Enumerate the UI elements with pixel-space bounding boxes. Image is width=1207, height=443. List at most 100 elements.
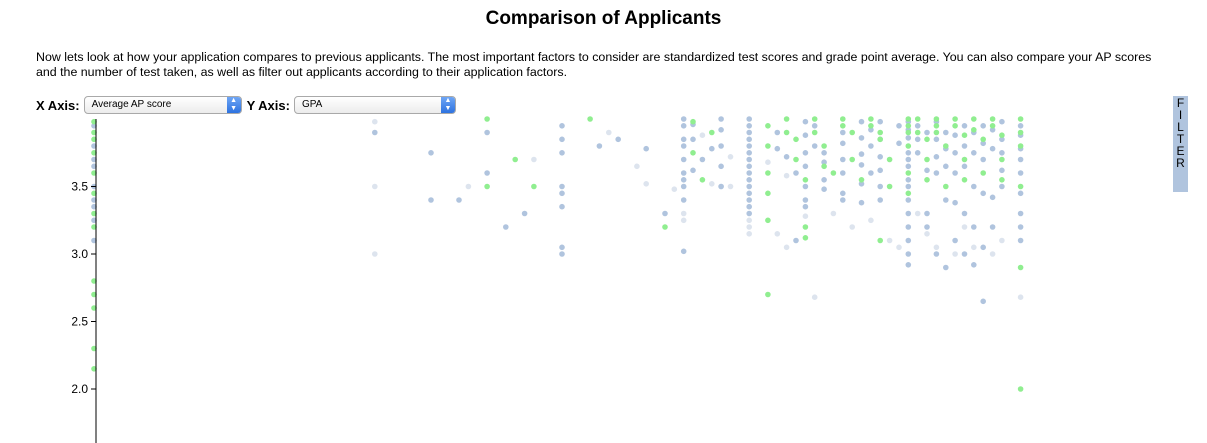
applicant-point-accepted[interactable] bbox=[905, 123, 912, 129]
applicant-point-accepted[interactable] bbox=[980, 136, 986, 143]
applicant-point-accepted[interactable] bbox=[933, 123, 940, 129]
applicant-point-rejected[interactable] bbox=[802, 163, 809, 170]
applicant-point-accepted[interactable] bbox=[91, 129, 97, 136]
applicant-point-faint[interactable] bbox=[971, 244, 977, 251]
applicant-point-rejected[interactable] bbox=[559, 150, 565, 156]
applicant-point-faint[interactable] bbox=[372, 183, 378, 190]
applicant-point-rejected[interactable] bbox=[840, 140, 846, 147]
applicant-point-accepted[interactable] bbox=[989, 116, 996, 122]
applicant-point-rejected[interactable] bbox=[91, 156, 97, 163]
applicant-point-rejected[interactable] bbox=[821, 186, 827, 192]
applicant-point-accepted[interactable] bbox=[793, 156, 799, 163]
applicant-point-rejected[interactable] bbox=[802, 183, 809, 190]
applicant-point-rejected[interactable] bbox=[746, 123, 752, 129]
filter-tab[interactable]: F I L T E R bbox=[1173, 96, 1188, 192]
applicant-point-rejected[interactable] bbox=[802, 203, 809, 210]
applicant-point-rejected[interactable] bbox=[690, 167, 696, 174]
applicant-point-rejected[interactable] bbox=[877, 183, 883, 190]
applicant-point-accepted[interactable] bbox=[811, 129, 818, 136]
applicant-point-rejected[interactable] bbox=[971, 150, 977, 156]
applicant-point-rejected[interactable] bbox=[999, 150, 1005, 156]
applicant-point-accepted[interactable] bbox=[821, 143, 827, 149]
y-axis-select[interactable]: GPA ▲ ▼ bbox=[293, 96, 456, 114]
applicant-point-rejected[interactable] bbox=[559, 244, 565, 251]
applicant-point-accepted[interactable] bbox=[914, 116, 921, 122]
applicant-point-rejected[interactable] bbox=[746, 156, 752, 163]
applicant-point-accepted[interactable] bbox=[91, 305, 97, 311]
applicant-point-accepted[interactable] bbox=[952, 116, 958, 122]
applicant-point-accepted[interactable] bbox=[484, 183, 490, 190]
applicant-point-rejected[interactable] bbox=[746, 197, 752, 203]
applicant-point-accepted[interactable] bbox=[999, 132, 1005, 138]
applicant-point-rejected[interactable] bbox=[91, 197, 97, 203]
applicant-point-rejected[interactable] bbox=[821, 177, 827, 183]
applicant-point-faint[interactable] bbox=[746, 231, 752, 237]
applicant-point-accepted[interactable] bbox=[989, 123, 996, 129]
applicant-point-accepted[interactable] bbox=[91, 224, 97, 230]
applicant-point-rejected[interactable] bbox=[971, 183, 977, 190]
applicant-point-rejected[interactable] bbox=[662, 210, 668, 217]
applicant-point-rejected[interactable] bbox=[746, 203, 752, 210]
applicant-point-rejected[interactable] bbox=[821, 150, 827, 156]
applicant-point-rejected[interactable] bbox=[868, 170, 874, 176]
applicant-point-accepted[interactable] bbox=[840, 123, 846, 129]
applicant-point-rejected[interactable] bbox=[877, 167, 883, 174]
applicant-point-accepted[interactable] bbox=[91, 345, 97, 352]
applicant-point-accepted[interactable] bbox=[690, 150, 696, 156]
applicant-point-accepted[interactable] bbox=[905, 170, 912, 176]
applicant-point-accepted[interactable] bbox=[1017, 183, 1024, 190]
applicant-point-rejected[interactable] bbox=[643, 145, 649, 152]
applicant-point-accepted[interactable] bbox=[971, 116, 977, 122]
applicant-point-accepted[interactable] bbox=[690, 118, 696, 125]
applicant-point-rejected[interactable] bbox=[943, 197, 949, 203]
applicant-point-faint[interactable] bbox=[727, 183, 734, 190]
applicant-point-faint[interactable] bbox=[933, 244, 940, 251]
applicant-point-rejected[interactable] bbox=[980, 298, 986, 305]
applicant-point-rejected[interactable] bbox=[961, 143, 968, 149]
applicant-point-rejected[interactable] bbox=[680, 170, 687, 176]
applicant-point-accepted[interactable] bbox=[765, 123, 771, 129]
applicant-point-accepted[interactable] bbox=[905, 190, 912, 197]
applicant-point-accepted[interactable] bbox=[849, 129, 855, 136]
applicant-point-faint[interactable] bbox=[643, 181, 649, 187]
applicant-point-accepted[interactable] bbox=[830, 170, 837, 176]
applicant-point-accepted[interactable] bbox=[1017, 129, 1024, 136]
applicant-point-faint[interactable] bbox=[606, 129, 612, 136]
applicant-point-rejected[interactable] bbox=[961, 163, 968, 170]
applicant-point-accepted[interactable] bbox=[961, 177, 968, 183]
applicant-point-accepted[interactable] bbox=[802, 235, 809, 241]
applicant-point-faint[interactable] bbox=[952, 251, 958, 257]
applicant-point-rejected[interactable] bbox=[802, 118, 809, 125]
applicant-point-rejected[interactable] bbox=[868, 127, 874, 133]
applicant-point-accepted[interactable] bbox=[793, 136, 799, 143]
applicant-point-rejected[interactable] bbox=[905, 177, 912, 183]
applicant-point-accepted[interactable] bbox=[662, 224, 668, 230]
applicant-point-rejected[interactable] bbox=[718, 116, 724, 122]
applicant-point-rejected[interactable] bbox=[999, 118, 1005, 125]
applicant-point-rejected[interactable] bbox=[802, 150, 809, 156]
applicant-point-rejected[interactable] bbox=[1017, 156, 1024, 163]
applicant-point-accepted[interactable] bbox=[849, 156, 855, 163]
applicant-point-faint[interactable] bbox=[699, 132, 706, 138]
applicant-point-accepted[interactable] bbox=[886, 156, 893, 163]
applicant-point-rejected[interactable] bbox=[924, 129, 930, 136]
applicant-point-rejected[interactable] bbox=[840, 197, 846, 203]
applicant-point-accepted[interactable] bbox=[877, 136, 883, 143]
applicant-point-rejected[interactable] bbox=[680, 183, 687, 190]
applicant-point-rejected[interactable] bbox=[821, 159, 827, 165]
applicant-point-rejected[interactable] bbox=[718, 183, 724, 190]
applicant-point-accepted[interactable] bbox=[512, 156, 518, 163]
applicant-point-accepted[interactable] bbox=[999, 156, 1005, 163]
x-axis-select[interactable]: Average AP score ▲ ▼ bbox=[83, 96, 242, 114]
applicant-point-accepted[interactable] bbox=[531, 183, 537, 190]
applicant-point-accepted[interactable] bbox=[886, 183, 893, 190]
applicant-point-faint[interactable] bbox=[811, 294, 818, 301]
applicant-point-rejected[interactable] bbox=[615, 136, 621, 143]
applicant-point-rejected[interactable] bbox=[933, 154, 940, 160]
applicant-point-rejected[interactable] bbox=[1017, 210, 1024, 217]
applicant-point-faint[interactable] bbox=[671, 186, 678, 192]
applicant-point-rejected[interactable] bbox=[746, 183, 752, 190]
applicant-point-rejected[interactable] bbox=[905, 224, 912, 230]
applicant-point-faint[interactable] bbox=[372, 118, 378, 125]
applicant-point-rejected[interactable] bbox=[811, 123, 818, 129]
